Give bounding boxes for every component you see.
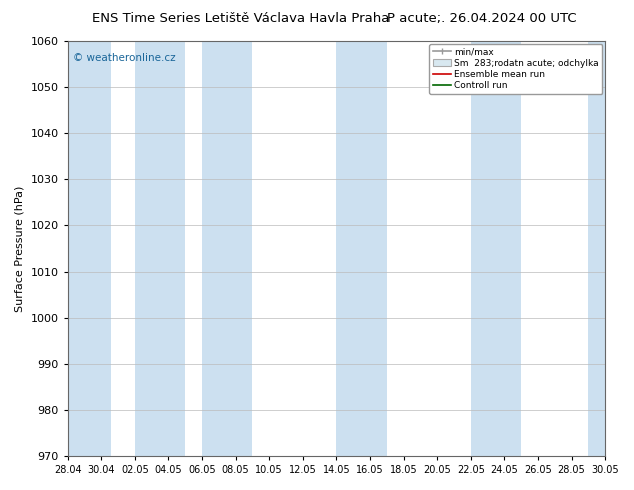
Bar xyxy=(588,41,605,456)
Text: ENS Time Series Letiště Václava Havla Praha: ENS Time Series Letiště Václava Havla Pr… xyxy=(92,12,390,25)
Y-axis label: Surface Pressure (hPa): Surface Pressure (hPa) xyxy=(15,185,25,312)
Bar xyxy=(471,41,521,456)
Text: P acute;. 26.04.2024 00 UTC: P acute;. 26.04.2024 00 UTC xyxy=(387,12,577,25)
Bar xyxy=(135,41,185,456)
Bar xyxy=(337,41,387,456)
Legend: min/max, Sm  283;rodatn acute; odchylka, Ensemble mean run, Controll run: min/max, Sm 283;rodatn acute; odchylka, … xyxy=(429,44,602,94)
Bar xyxy=(68,41,112,456)
Bar xyxy=(202,41,252,456)
Text: © weatheronline.cz: © weatheronline.cz xyxy=(73,53,176,64)
